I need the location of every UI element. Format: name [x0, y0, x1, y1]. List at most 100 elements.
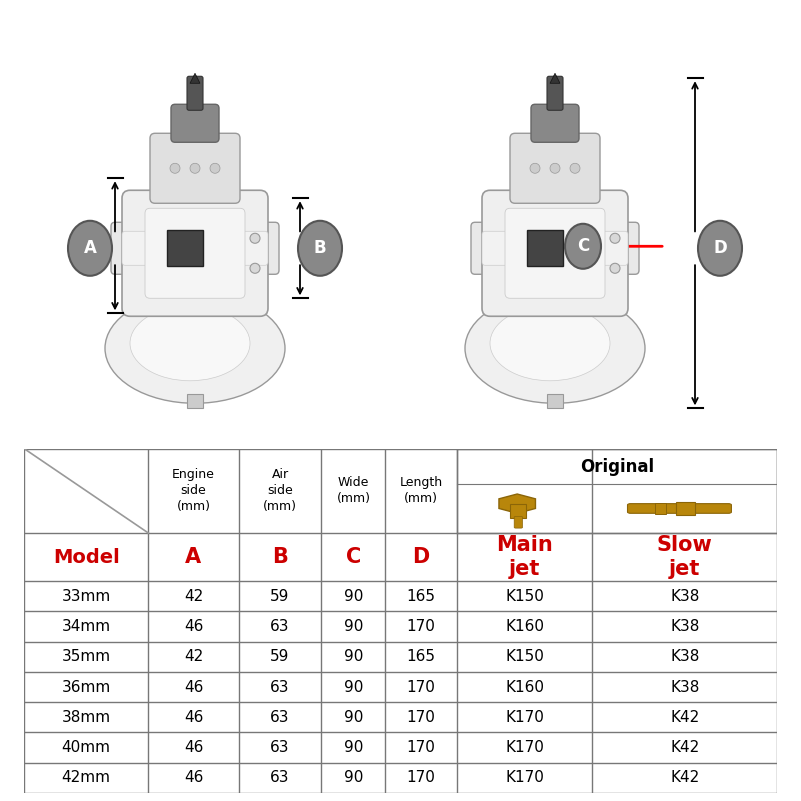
- Text: D: D: [413, 547, 430, 567]
- Text: 170: 170: [407, 710, 436, 725]
- Text: K38: K38: [670, 679, 699, 694]
- Text: 34mm: 34mm: [62, 619, 111, 634]
- Circle shape: [250, 233, 260, 244]
- Ellipse shape: [698, 221, 742, 276]
- Polygon shape: [190, 73, 200, 83]
- Circle shape: [170, 163, 180, 173]
- Text: Model: Model: [53, 548, 119, 566]
- Bar: [527, 230, 563, 266]
- Text: 46: 46: [183, 710, 203, 725]
- Circle shape: [610, 233, 620, 244]
- FancyBboxPatch shape: [514, 517, 522, 528]
- Text: 63: 63: [270, 710, 290, 725]
- Text: K42: K42: [670, 740, 699, 755]
- FancyBboxPatch shape: [187, 76, 203, 111]
- Text: 38mm: 38mm: [62, 710, 111, 725]
- Text: 90: 90: [344, 771, 363, 785]
- Bar: [509, 505, 526, 518]
- Text: K170: K170: [505, 710, 544, 725]
- Text: 170: 170: [407, 619, 436, 634]
- Text: 170: 170: [407, 679, 436, 694]
- Text: 63: 63: [270, 771, 290, 785]
- Text: 36mm: 36mm: [62, 679, 111, 694]
- Ellipse shape: [298, 221, 342, 276]
- Text: A: A: [83, 239, 96, 257]
- Circle shape: [250, 264, 260, 273]
- Text: K42: K42: [670, 771, 699, 785]
- Ellipse shape: [68, 221, 112, 276]
- Text: 59: 59: [271, 589, 290, 604]
- Circle shape: [190, 163, 200, 173]
- Text: K170: K170: [505, 771, 544, 785]
- Bar: [457, 449, 777, 533]
- Bar: [167, 230, 203, 266]
- FancyBboxPatch shape: [482, 191, 628, 316]
- Text: 46: 46: [183, 771, 203, 785]
- Text: C: C: [346, 547, 361, 567]
- FancyBboxPatch shape: [510, 133, 600, 203]
- Circle shape: [550, 163, 560, 173]
- Text: K38: K38: [670, 650, 699, 664]
- Text: 46: 46: [183, 619, 203, 634]
- Text: K170: K170: [505, 740, 544, 755]
- FancyBboxPatch shape: [122, 231, 268, 265]
- Bar: [676, 502, 694, 515]
- Text: D: D: [713, 239, 727, 257]
- FancyBboxPatch shape: [482, 231, 628, 265]
- Text: Engine
side
(mm): Engine side (mm): [172, 469, 215, 513]
- Text: 90: 90: [344, 740, 363, 755]
- Text: A: A: [185, 547, 202, 567]
- FancyBboxPatch shape: [111, 223, 279, 274]
- FancyBboxPatch shape: [122, 191, 268, 316]
- Text: 90: 90: [344, 650, 363, 664]
- Bar: [547, 394, 563, 409]
- Circle shape: [570, 163, 580, 173]
- Text: 46: 46: [183, 679, 203, 694]
- FancyBboxPatch shape: [627, 504, 731, 513]
- Bar: [187, 394, 203, 409]
- Text: K150: K150: [505, 589, 544, 604]
- Bar: [654, 503, 666, 513]
- Ellipse shape: [130, 306, 250, 380]
- Text: K38: K38: [670, 619, 699, 634]
- Text: 40mm: 40mm: [62, 740, 111, 755]
- Text: 165: 165: [407, 650, 436, 664]
- Text: Wide
(mm): Wide (mm): [336, 477, 370, 505]
- Circle shape: [210, 163, 220, 173]
- Text: K160: K160: [505, 619, 544, 634]
- Text: 165: 165: [407, 589, 436, 604]
- Text: B: B: [272, 547, 288, 567]
- Text: Original: Original: [580, 458, 654, 476]
- Text: K38: K38: [670, 589, 699, 604]
- Ellipse shape: [490, 306, 610, 380]
- Text: Air
side
(mm): Air side (mm): [263, 469, 297, 513]
- Text: Slow
jet: Slow jet: [657, 535, 713, 578]
- Text: 90: 90: [344, 710, 363, 725]
- Text: 35mm: 35mm: [62, 650, 111, 664]
- Text: K150: K150: [505, 650, 544, 664]
- Ellipse shape: [105, 293, 285, 403]
- Text: Main
jet: Main jet: [497, 535, 553, 578]
- FancyBboxPatch shape: [547, 76, 563, 111]
- FancyBboxPatch shape: [531, 104, 579, 143]
- FancyBboxPatch shape: [145, 208, 245, 298]
- Text: 90: 90: [344, 589, 363, 604]
- Text: 90: 90: [344, 679, 363, 694]
- Text: C: C: [577, 237, 589, 256]
- Text: 42mm: 42mm: [62, 771, 111, 785]
- Text: 59: 59: [271, 650, 290, 664]
- Text: 42: 42: [183, 589, 203, 604]
- Text: 63: 63: [270, 740, 290, 755]
- FancyBboxPatch shape: [471, 223, 639, 274]
- Text: 170: 170: [407, 771, 436, 785]
- Ellipse shape: [465, 293, 645, 403]
- Text: 63: 63: [270, 679, 290, 694]
- Text: Length
(mm): Length (mm): [400, 477, 443, 505]
- Text: B: B: [314, 239, 326, 257]
- Text: 170: 170: [407, 740, 436, 755]
- Text: 46: 46: [183, 740, 203, 755]
- Circle shape: [610, 264, 620, 273]
- Text: K42: K42: [670, 710, 699, 725]
- Ellipse shape: [565, 223, 601, 269]
- FancyBboxPatch shape: [171, 104, 219, 143]
